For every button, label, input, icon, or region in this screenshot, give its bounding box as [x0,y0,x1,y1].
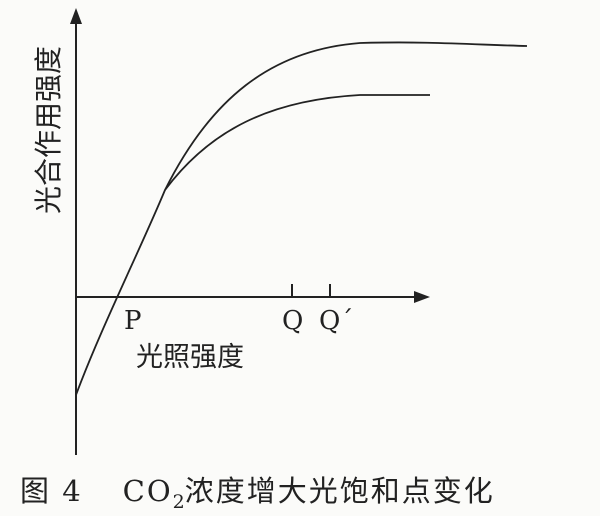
y-axis-label: 光合作用强度 [32,46,65,214]
point-label-p: P [124,306,142,336]
curve-low-co2 [164,94,430,191]
point-label-q: Q [282,306,303,336]
x-axis-arrow [414,291,430,303]
point-label-q-prime: Q´ [319,306,353,336]
caption-text: 浓度增大光饱和点变化 [184,474,495,508]
figure-number: 图 4 [20,474,83,508]
y-axis-arrow [70,8,82,24]
x-axis-label: 光照强度 [136,342,244,373]
caption-subscript: 2 [172,490,185,513]
caption-co: CO [122,474,173,508]
curve-high-co2 [75,41,528,396]
figure-caption: 图 4 CO2浓度增大光饱和点变化 [20,468,600,513]
